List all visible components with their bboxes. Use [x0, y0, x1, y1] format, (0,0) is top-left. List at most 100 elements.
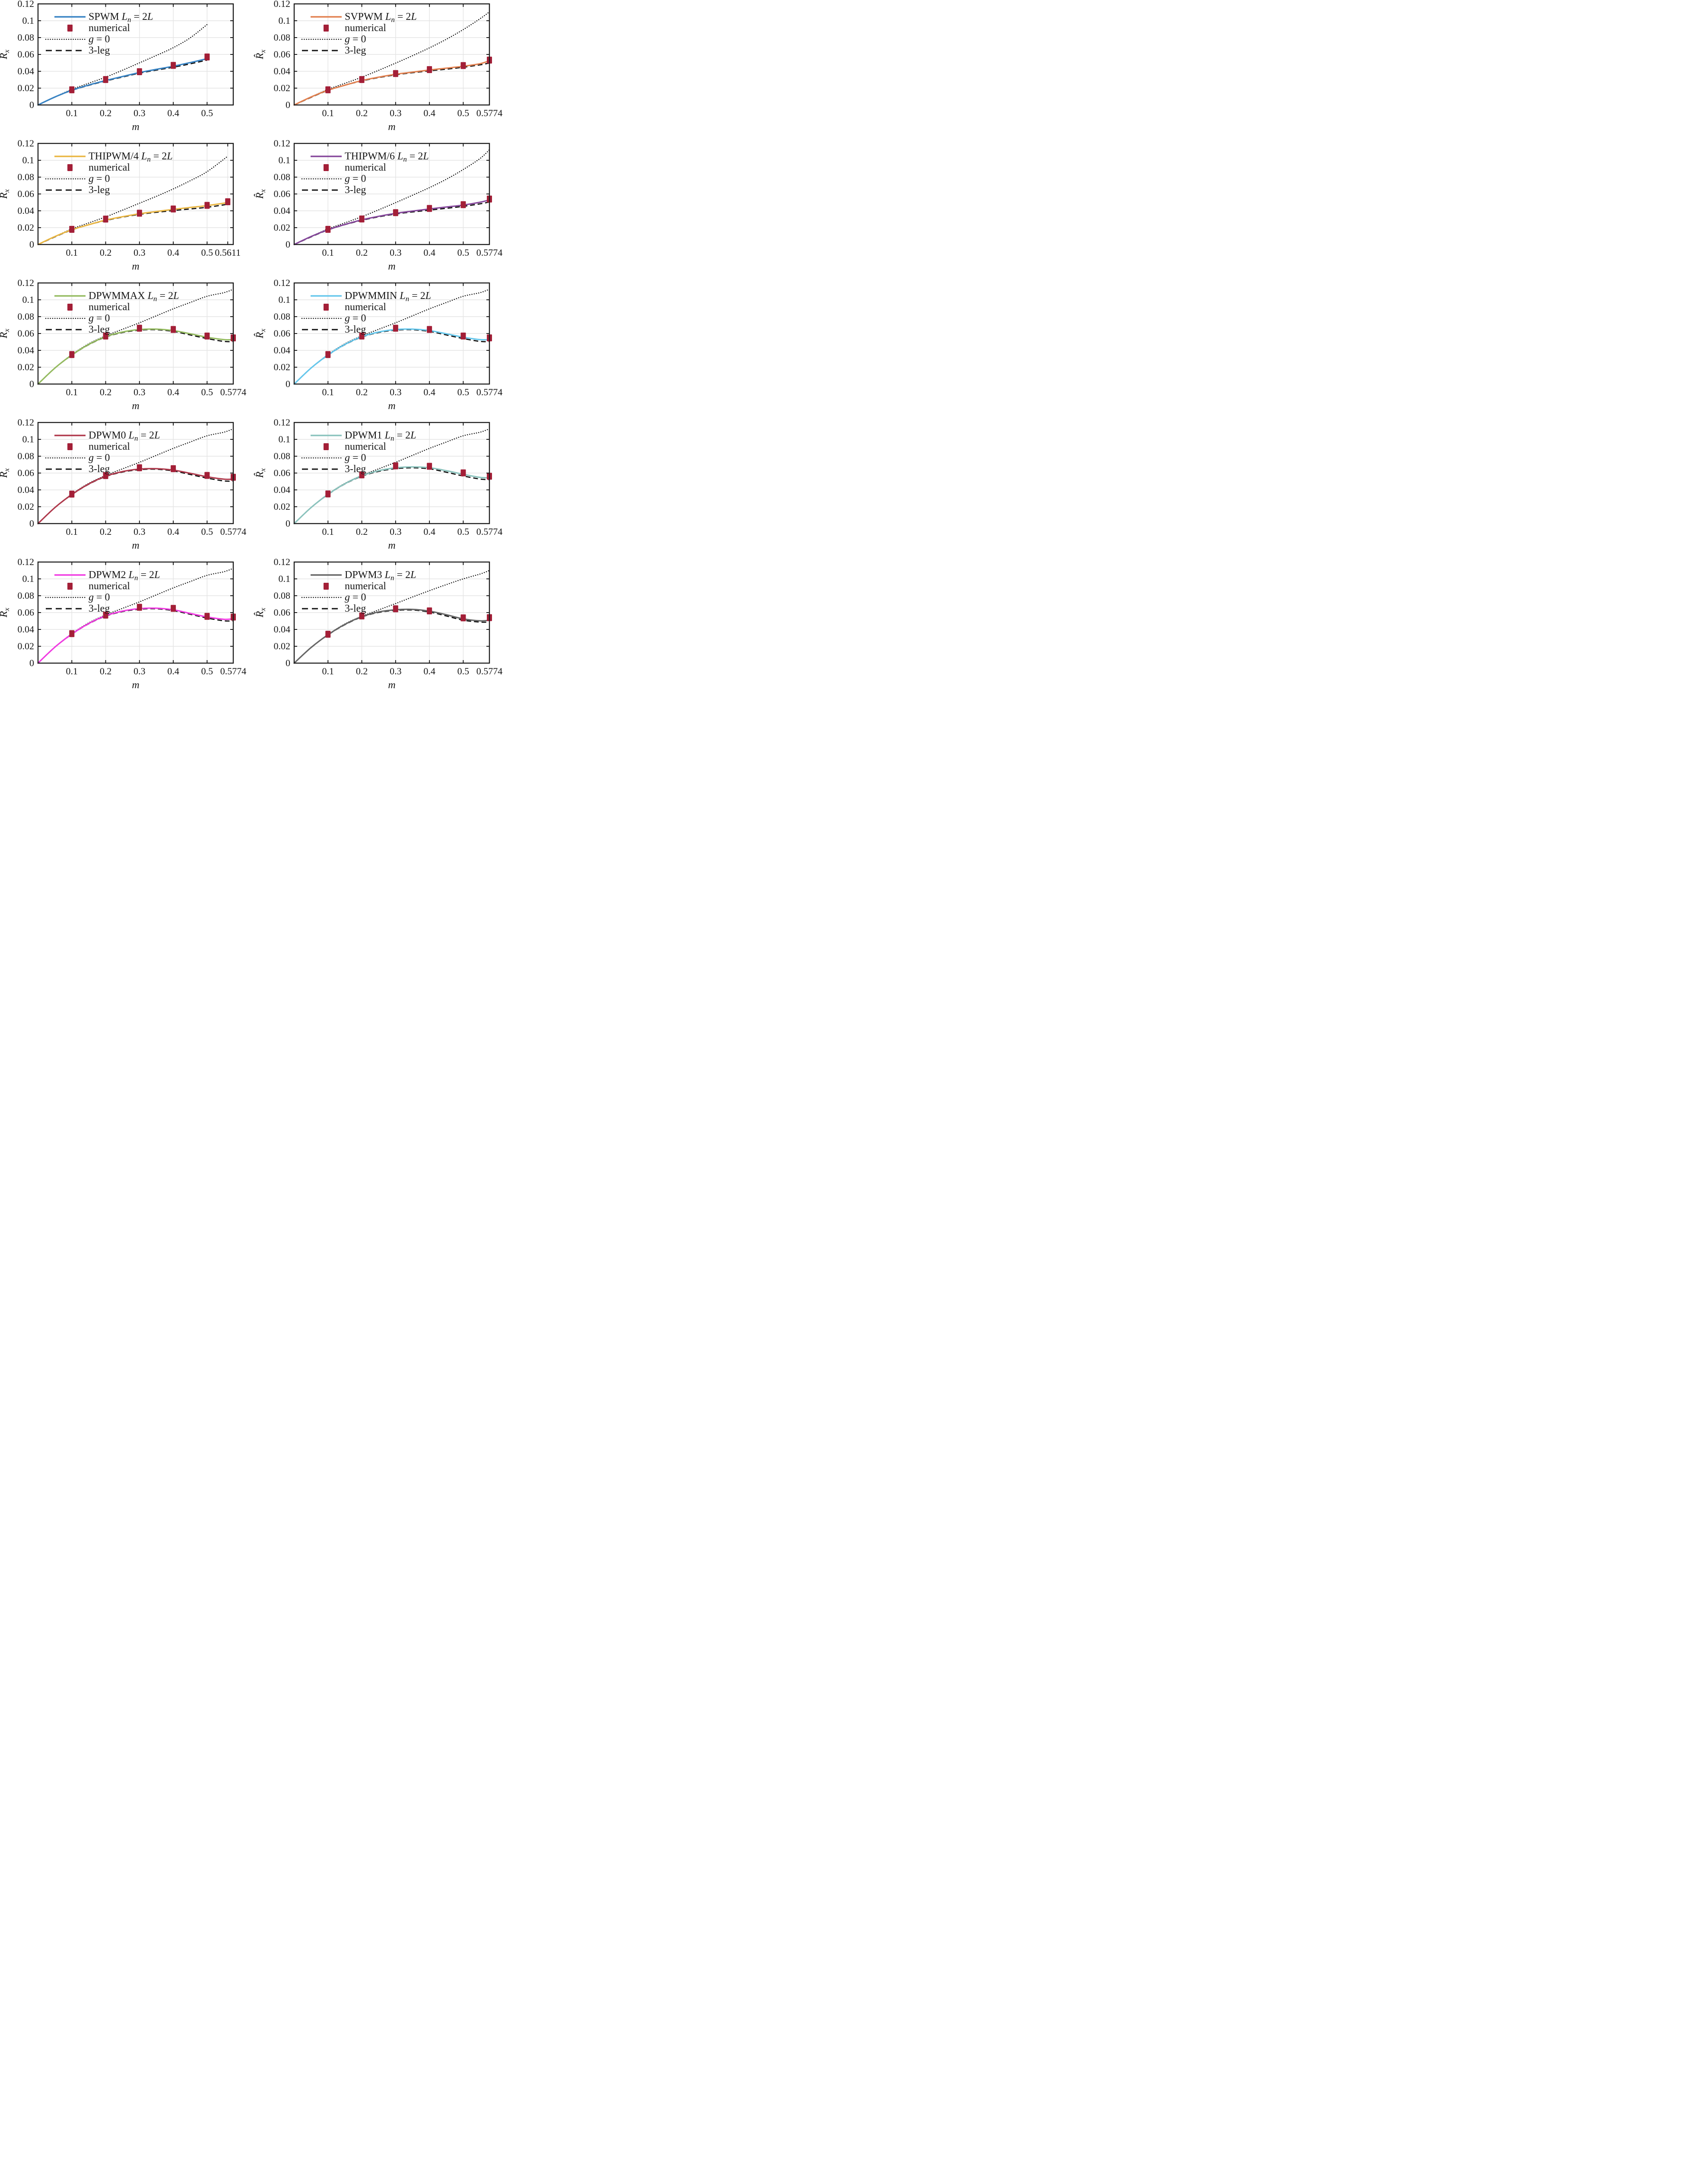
svg-text:0.12: 0.12 — [274, 417, 291, 428]
x-axis-label: m — [132, 540, 139, 551]
plot-canvas: 00.020.040.060.080.10.120.1 0.2 0.3 0.4 0.5 0… — [0, 417, 246, 551]
svg-text:0.02: 0.02 — [274, 83, 291, 93]
tick-marks — [294, 143, 490, 245]
svg-text:0.08: 0.08 — [274, 311, 291, 322]
x-axis-label: m — [388, 121, 395, 133]
plot-canvas: 00.020.040.060.080.10.120.1 0.2 0.3 0.4 0.5 0… — [254, 0, 503, 133]
svg-text:0.04: 0.04 — [18, 205, 35, 216]
x-tick-labels: 0.1 0.2 0.3 0.4 0.5 0.5774 — [322, 666, 503, 677]
curve-model — [37, 607, 234, 664]
legend-model-label: DPWMMAX Ln = 2L — [89, 290, 179, 303]
legend-3leg-label: 3-leg — [345, 45, 366, 56]
curve-g0 — [293, 289, 490, 385]
subplot-dpwm1: 0 0.02 0.04 0.06 0.08 0.1 0.12 0.1 0.2 0.3 0.4 0.5 0… — [254, 417, 512, 558]
svg-text:0.1: 0.1 — [22, 573, 35, 584]
legend-numerical-sample — [67, 25, 73, 32]
gridlines — [294, 283, 490, 384]
svg-text:0.02: 0.02 — [18, 362, 35, 372]
curve-g0 — [293, 149, 490, 245]
subplot-dpwmmin: 0 0.02 0.04 0.06 0.08 0.1 0.12 0.1 0.2 0.3 0.4 0.5 0… — [254, 277, 512, 419]
svg-text:0.06: 0.06 — [274, 328, 291, 339]
legend-model-label: DPWMMIN Ln = 2L — [345, 290, 431, 303]
svg-text:0.06: 0.06 — [18, 49, 35, 60]
svg-text:0.1: 0.1 — [322, 108, 334, 118]
svg-text:0.12: 0.12 — [18, 556, 35, 567]
legend-3leg-label: 3-leg — [345, 184, 366, 196]
svg-text:0.1: 0.1 — [22, 294, 35, 305]
y-axis-label: R̂x — [254, 189, 267, 199]
svg-text:0.12: 0.12 — [18, 277, 35, 288]
curve-g0 — [293, 428, 490, 524]
svg-text:0.08: 0.08 — [18, 311, 35, 322]
svg-text:0.06: 0.06 — [18, 467, 35, 478]
tick-marks — [294, 562, 490, 664]
svg-text:0.4: 0.4 — [423, 666, 435, 677]
gridlines — [38, 562, 234, 663]
svg-text:0.02: 0.02 — [274, 501, 291, 512]
tick-marks — [294, 3, 490, 105]
svg-text:0: 0 — [286, 99, 290, 110]
x-tick-labels: 0.1 0.2 0.3 0.4 0.5 0.5774 — [322, 108, 503, 118]
svg-text:0.4: 0.4 — [423, 526, 435, 537]
subplot-thipwm-4: 0 0.02 0.04 0.06 0.08 0.1 0.12 0.1 0.2 0.3 0.4 0.5 0… — [0, 138, 256, 279]
svg-text:0.02: 0.02 — [274, 362, 291, 372]
legend-numerical-label: numerical — [345, 302, 386, 313]
svg-text:0.4: 0.4 — [423, 247, 435, 258]
y-axis-label: R̂x — [0, 49, 11, 60]
svg-text:0.1: 0.1 — [66, 247, 78, 258]
svg-text:0.2: 0.2 — [100, 387, 112, 397]
legend-g0-label: g = 0 — [89, 313, 110, 324]
y-tick-labels: 0 0.02 0.04 0.06 0.08 0.1 0.12 — [274, 277, 291, 389]
plot-canvas: 00.020.040.060.080.10.120.1 0.2 0.3 0.4 0.5 0… — [254, 556, 503, 691]
svg-text:0: 0 — [29, 239, 34, 250]
markers-numerical — [325, 324, 492, 358]
curve-3leg — [38, 329, 234, 384]
svg-text:0.12: 0.12 — [18, 417, 35, 428]
svg-text:0.5: 0.5 — [457, 387, 470, 397]
plot-canvas: 00.020.040.060.080.10.120.1 0.2 0.3 0.4 0.5 0… — [254, 138, 502, 272]
svg-text:0.1: 0.1 — [66, 666, 78, 677]
svg-text:0.08: 0.08 — [18, 172, 35, 182]
legend-3leg-label: 3-leg — [345, 464, 366, 475]
svg-text:0.12: 0.12 — [18, 0, 35, 9]
legend-g0-label: g = 0 — [345, 452, 366, 464]
y-axis-label: R̂x — [0, 328, 11, 339]
svg-text:0.1: 0.1 — [279, 294, 291, 305]
svg-text:0.06: 0.06 — [274, 467, 291, 478]
svg-text:0.08: 0.08 — [18, 32, 35, 43]
tick-marks — [38, 3, 233, 105]
x-axis-label: m — [388, 261, 395, 272]
svg-text:0.02: 0.02 — [18, 501, 35, 512]
curve-g0 — [37, 568, 234, 664]
svg-text:0.4: 0.4 — [167, 666, 179, 677]
y-tick-labels: 0 0.02 0.04 0.06 0.08 0.1 0.12 — [18, 277, 35, 389]
y-axis-label: R̂x — [0, 189, 11, 199]
svg-text:0.04: 0.04 — [274, 66, 291, 76]
svg-text:0.06: 0.06 — [274, 49, 291, 60]
legend-numerical-label: numerical — [89, 162, 130, 173]
legend-model-label: DPWM2 Ln = 2L — [89, 569, 160, 582]
svg-text:0.1: 0.1 — [279, 573, 291, 584]
svg-text:0.5611: 0.5611 — [215, 247, 241, 258]
svg-text:0.1: 0.1 — [322, 526, 334, 537]
legend-g0-label: g = 0 — [89, 173, 110, 184]
legend-g0-label: g = 0 — [89, 452, 110, 464]
gridlines — [38, 143, 233, 245]
svg-text:0.1: 0.1 — [279, 15, 291, 26]
legend-numerical-sample — [324, 164, 329, 171]
tick-marks — [38, 143, 233, 245]
curve-3leg — [294, 329, 490, 384]
svg-text:0.3: 0.3 — [390, 387, 402, 397]
svg-text:0.3: 0.3 — [133, 247, 146, 258]
curve-g0 — [293, 11, 490, 106]
curve-model — [37, 58, 208, 106]
y-tick-labels: 0 0.02 0.04 0.06 0.08 0.1 0.12 — [274, 138, 291, 250]
x-axis-label: m — [388, 540, 395, 551]
legend-g0-label: g = 0 — [345, 34, 366, 45]
legend-numerical-label: numerical — [345, 162, 386, 173]
svg-text:0.5774: 0.5774 — [220, 666, 247, 677]
svg-text:0: 0 — [29, 518, 34, 529]
